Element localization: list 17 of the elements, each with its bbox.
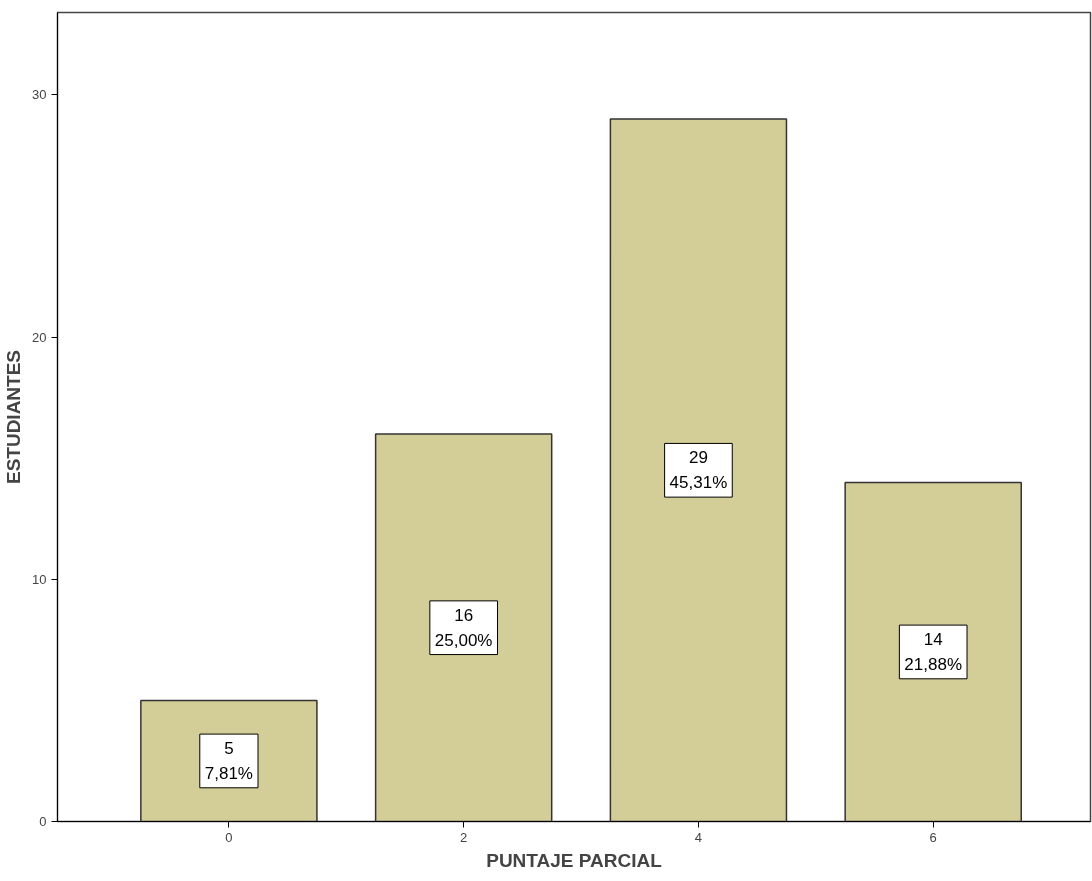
x-axis-title: PUNTAJE PARCIAL (486, 849, 663, 871)
y-tick-label: 10 (32, 571, 47, 587)
y-tick-label: 0 (39, 814, 47, 829)
y-tick-label: 20 (32, 329, 47, 345)
data-label: 16 25,00% (434, 605, 493, 650)
bar (844, 481, 1022, 822)
x-tick-label: 4 (694, 829, 703, 845)
data-label: 14 21,88% (904, 630, 963, 674)
x-tick-label: 6 (929, 829, 937, 845)
y-axis-title: ESTUDIANTES (3, 349, 25, 485)
x-tick-label: 0 (225, 829, 233, 845)
data-label: 29 45,31% (669, 448, 728, 493)
data-label: 5 7,81% (204, 739, 253, 783)
y-tick-label: 30 (32, 87, 47, 103)
bar (609, 118, 788, 822)
bar (374, 433, 553, 822)
x-tick-label: 2 (460, 829, 468, 845)
